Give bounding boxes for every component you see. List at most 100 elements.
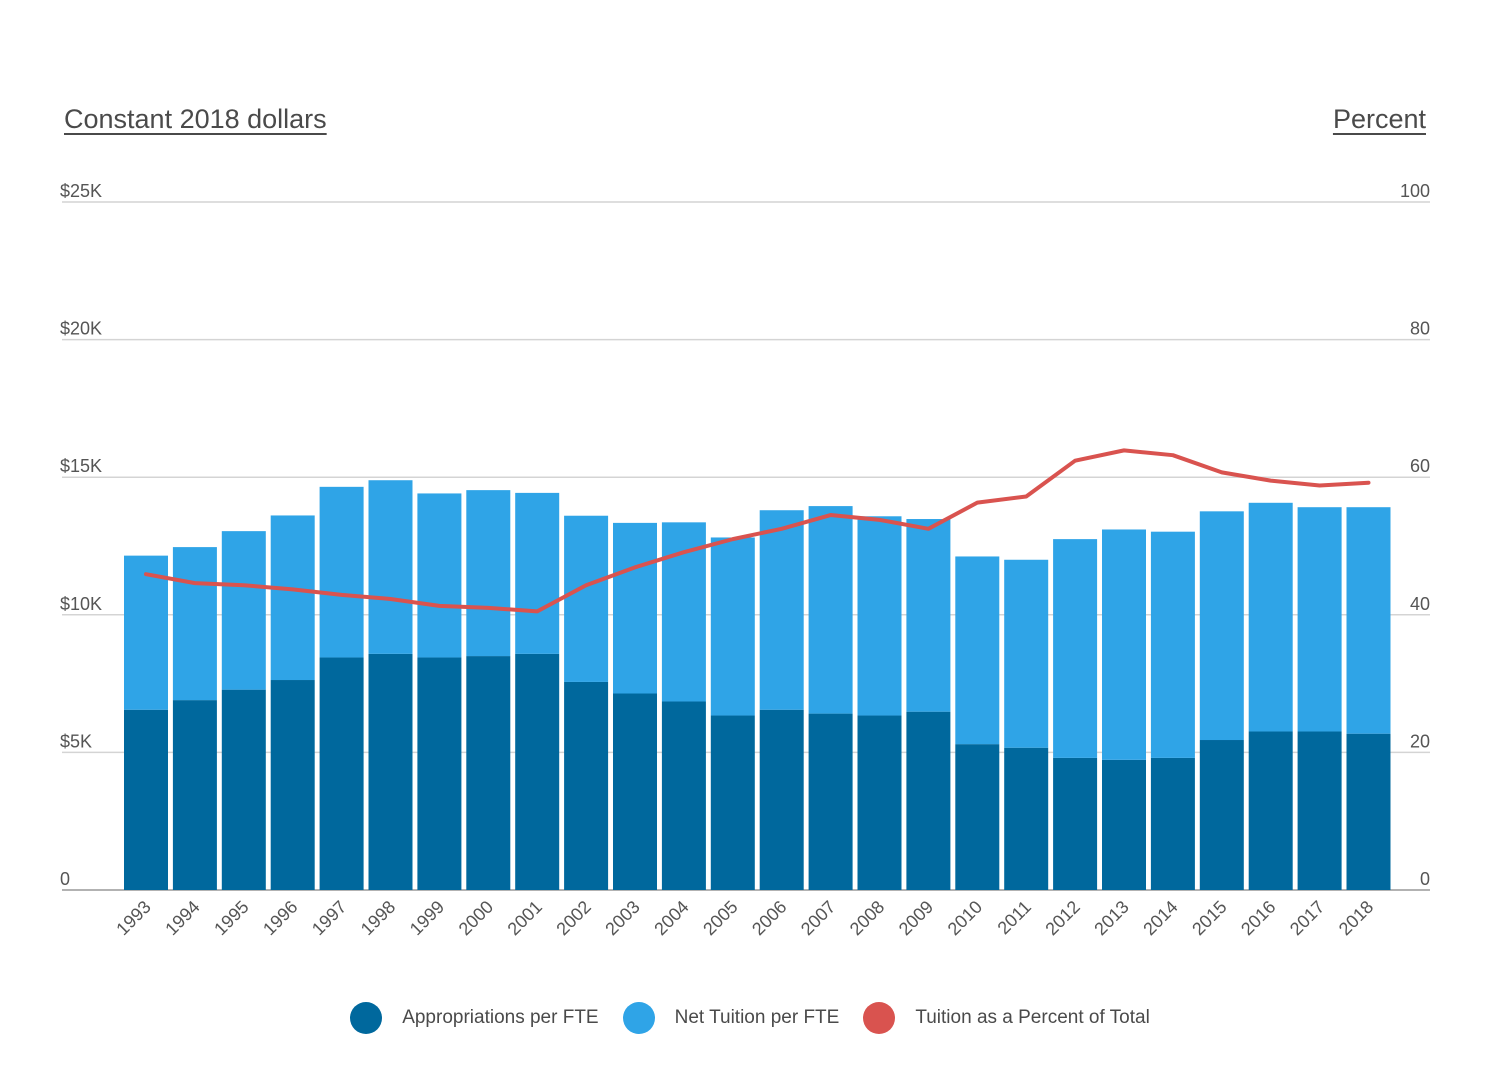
bar-appropriations-2014 xyxy=(1150,757,1195,890)
left-tick-label: 0 xyxy=(60,869,70,889)
bar-appropriations-2016 xyxy=(1248,731,1293,890)
x-tick-label: 1996 xyxy=(259,897,301,939)
bar-net-tuition-2018 xyxy=(1346,507,1391,734)
bar-net-tuition-2003 xyxy=(613,522,657,694)
bar-net-tuition-2006 xyxy=(759,510,804,710)
bar-net-tuition-1994 xyxy=(172,547,217,701)
right-tick-label: 20 xyxy=(1410,731,1430,751)
x-tick-label: 1999 xyxy=(406,897,448,939)
bar-appropriations-2010 xyxy=(955,744,1000,890)
x-tick-label: 2010 xyxy=(944,897,986,939)
bar-appropriations-2006 xyxy=(759,709,804,890)
bar-appropriations-1994 xyxy=(172,700,217,890)
bar-appropriations-2003 xyxy=(613,693,657,890)
x-tick-label: 2015 xyxy=(1188,897,1230,939)
bar-net-tuition-2017 xyxy=(1297,507,1342,732)
x-tick-label: 1995 xyxy=(210,897,252,939)
x-tick-label: 2001 xyxy=(504,897,546,939)
bar-appropriations-2009 xyxy=(906,711,951,890)
x-tick-label: 2003 xyxy=(601,897,643,939)
bar-net-tuition-1997 xyxy=(319,486,364,658)
x-tick-label: 1998 xyxy=(357,897,399,939)
right-tick-label: 100 xyxy=(1400,181,1430,201)
x-tick-label: 2007 xyxy=(797,897,839,939)
line-tuition-percent xyxy=(144,448,1371,614)
bar-appropriations-2018 xyxy=(1346,733,1391,890)
bar-net-tuition-2002 xyxy=(564,515,609,682)
legend: Appropriations per FTE Net Tuition per F… xyxy=(0,1000,1500,1036)
right-tick-label: 0 xyxy=(1420,869,1430,889)
bar-appropriations-1998 xyxy=(368,653,413,890)
legend-swatch-net-tuition xyxy=(622,1002,655,1034)
x-tick-label: 1993 xyxy=(112,897,154,939)
bar-appropriations-1997 xyxy=(319,657,364,890)
x-tick-label: 2012 xyxy=(1041,897,1083,939)
legend-item-appropriations[interactable]: Appropriations per FTE xyxy=(350,1002,599,1034)
bar-appropriations-2002 xyxy=(564,681,609,890)
bar-net-tuition-2007 xyxy=(808,506,853,714)
legend-item-tuition-percent[interactable]: Tuition as a Percent of Total xyxy=(863,1002,1150,1034)
x-tick-label: 2009 xyxy=(895,897,937,939)
bar-net-tuition-2005 xyxy=(710,537,755,716)
left-tick-label: $25K xyxy=(60,181,102,201)
bar-appropriations-2004 xyxy=(661,701,706,890)
bar-net-tuition-2014 xyxy=(1150,531,1195,758)
x-tick-label: 2013 xyxy=(1090,897,1132,939)
x-tick-label: 2002 xyxy=(552,897,594,939)
bar-appropriations-2005 xyxy=(710,715,755,890)
bar-appropriations-2017 xyxy=(1297,731,1342,890)
x-tick-label: 2016 xyxy=(1237,897,1279,939)
bar-net-tuition-1999 xyxy=(417,493,462,658)
bar-net-tuition-2008 xyxy=(857,516,902,716)
bar-appropriations-2000 xyxy=(466,656,511,890)
left-tick-label: $5K xyxy=(60,731,92,751)
left-tick-label: $20K xyxy=(60,319,102,339)
bar-appropriations-2012 xyxy=(1053,757,1098,890)
bar-net-tuition-1996 xyxy=(270,515,315,681)
bar-appropriations-1996 xyxy=(270,680,315,890)
bar-appropriations-2013 xyxy=(1102,759,1146,890)
bar-net-tuition-2012 xyxy=(1053,539,1098,758)
x-tick-label: 2006 xyxy=(748,897,790,939)
bar-net-tuition-1998 xyxy=(368,480,413,654)
x-tick-label: 2011 xyxy=(994,897,1036,939)
legend-label-tuition-percent: Tuition as a Percent of Total xyxy=(915,1007,1150,1028)
legend-swatch-tuition-percent xyxy=(863,1002,896,1034)
bar-net-tuition-2015 xyxy=(1199,511,1244,741)
bar-appropriations-2008 xyxy=(857,715,902,890)
bar-appropriations-1995 xyxy=(221,689,266,890)
bar-net-tuition-2001 xyxy=(515,492,560,654)
bar-appropriations-1993 xyxy=(124,709,168,890)
bar-net-tuition-2013 xyxy=(1102,529,1146,760)
bar-appropriations-2007 xyxy=(808,713,853,890)
left-tick-label: $10K xyxy=(60,594,102,614)
x-tick-label: 2008 xyxy=(846,897,888,939)
bar-net-tuition-2009 xyxy=(906,519,951,712)
right-axis-title: Percent xyxy=(1332,104,1426,134)
x-tick-label: 1997 xyxy=(308,897,350,939)
legend-label-net-tuition: Net Tuition per FTE xyxy=(674,1007,840,1028)
right-tick-label: 60 xyxy=(1410,456,1430,476)
legend-label-appropriations: Appropriations per FTE xyxy=(402,1007,599,1028)
bar-net-tuition-2016 xyxy=(1248,502,1293,732)
left-tick-label: $15K xyxy=(60,456,102,476)
bar-net-tuition-2011 xyxy=(1004,559,1049,748)
bars-layer xyxy=(124,480,1391,890)
line-layer xyxy=(144,448,1371,614)
x-tick-label: 2014 xyxy=(1139,897,1181,939)
legend-item-net-tuition[interactable]: Net Tuition per FTE xyxy=(622,1002,840,1034)
right-tick-label: 40 xyxy=(1410,594,1430,614)
x-tick-label: 2018 xyxy=(1335,897,1377,939)
x-tick-label: 1994 xyxy=(161,897,203,939)
bar-appropriations-1999 xyxy=(417,657,462,890)
bar-net-tuition-2010 xyxy=(955,556,1000,745)
bar-net-tuition-1995 xyxy=(221,531,266,690)
bar-appropriations-2001 xyxy=(515,653,560,890)
x-tick-label: 2000 xyxy=(455,897,497,939)
x-tick-label: 2017 xyxy=(1286,897,1328,939)
bar-appropriations-2015 xyxy=(1199,740,1244,890)
x-tick-label: 2004 xyxy=(650,897,692,939)
chart: 0 $5K $10K $15K $20K $25K 0 20 40 60 80 100 1993 1994… xyxy=(60,181,1430,939)
x-tick-label: 2005 xyxy=(699,897,741,939)
bar-appropriations-2011 xyxy=(1004,747,1049,890)
